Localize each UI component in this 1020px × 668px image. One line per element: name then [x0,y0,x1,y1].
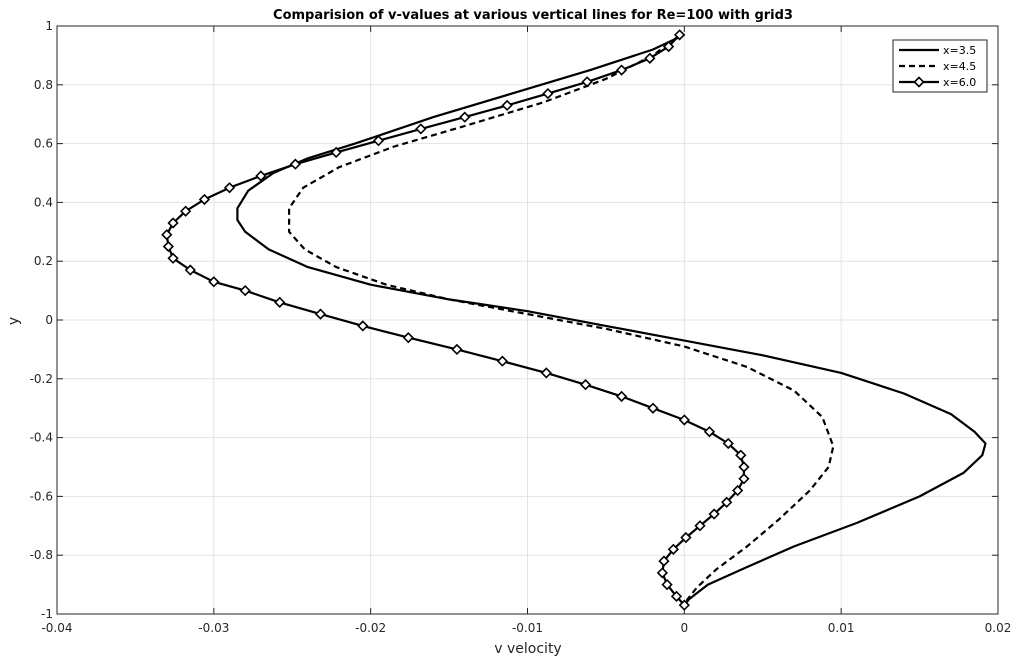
data-point-marker [722,437,734,450]
y-tick-label: -0.2 [30,372,53,386]
legend: x=3.5 x=4.5 x=6.0 [892,39,988,93]
data-point-marker [579,379,592,391]
y-tick-label: 0.2 [34,254,53,268]
data-point-marker [721,496,733,508]
data-point-marker [678,414,690,426]
y-tick-label: -0.4 [30,431,53,445]
legend-label: x=3.5 [943,44,976,57]
data-point-marker [239,284,251,297]
data-point-marker [735,449,747,461]
data-point-marker [208,276,220,288]
data-point-marker [402,332,414,344]
data-point-marker [680,531,692,544]
data-point-marker [255,170,267,182]
data-point-marker [658,555,670,567]
legend-label: x=6.0 [943,76,976,89]
chart-title: Comparision of v-values at various verti… [273,8,793,23]
data-point-marker [501,99,513,112]
data-point-marker [663,40,675,53]
data-point-marker [738,473,750,485]
data-point-marker [694,520,706,532]
data-point-marker [198,193,211,206]
data-point-marker [314,308,327,320]
y-axis-ticks: -1 -0.8 -0.6 -0.4 -0.2 0 0.2 0.4 0.6 0.8 1 [30,19,998,621]
y-tick-label: -0.6 [30,489,53,503]
x-tick-label: -0.02 [355,621,386,635]
data-point-marker [496,355,509,367]
x-tick-label: 0.01 [828,621,855,635]
data-point-marker [670,590,683,602]
x-tick-label: -0.03 [198,621,229,635]
data-point-marker [372,135,385,147]
data-point-marker [415,123,427,135]
data-point-marker [661,578,673,591]
x-axis-label: v velocity [494,641,561,657]
data-point-marker [167,217,179,229]
series-line [288,36,835,606]
series-x=3.5 [236,33,987,606]
data-point-marker [678,599,690,611]
series-x=6.0 [161,29,750,611]
x-tick-label: 0 [681,621,689,635]
data-point-marker [459,111,471,123]
data-point-marker [451,343,463,356]
series-line [236,33,987,606]
series-group [161,29,987,611]
data-point-marker [732,484,744,497]
data-point-marker [161,229,173,241]
y-axis-label: y [6,317,22,325]
data-point-marker [162,240,174,253]
legend-label: x=4.5 [943,60,976,73]
y-tick-label: 1 [45,19,53,33]
x-tick-label: -0.01 [512,621,543,635]
data-point-marker [542,87,554,100]
data-point-marker [274,296,286,308]
data-point-marker [708,508,720,520]
y-tick-label: 0.6 [34,137,53,151]
data-point-marker [330,146,342,159]
data-point-marker [615,64,628,76]
data-point-marker [615,390,628,403]
data-point-marker [673,29,686,41]
data-point-marker [738,461,750,473]
data-point-marker [357,320,369,332]
data-point-marker [167,252,179,264]
legend-marker [913,76,925,88]
y-tick-label: 0 [45,313,53,327]
legend-box [892,39,988,93]
y-tick-label: -1 [41,607,53,621]
x-axis-ticks: -0.04 -0.03 -0.02 -0.01 0 0.01 0.02 [41,26,1011,635]
x-tick-label: 0.02 [985,621,1012,635]
data-point-marker [703,426,716,438]
data-point-marker [184,264,196,276]
data-point-marker [644,52,656,64]
data-point-marker [581,76,593,88]
data-point-marker [656,567,669,579]
data-point-marker [223,182,236,194]
y-tick-label: -0.8 [30,548,53,562]
series-x=4.5 [288,36,835,606]
data-point-marker [647,402,659,414]
data-point-marker [540,367,552,379]
data-point-marker [289,158,302,170]
data-point-marker [179,205,192,217]
data-point-marker [667,543,679,555]
x-tick-label: -0.04 [41,621,72,635]
y-tick-label: 0.4 [34,195,53,209]
y-tick-label: 0.8 [34,78,53,92]
